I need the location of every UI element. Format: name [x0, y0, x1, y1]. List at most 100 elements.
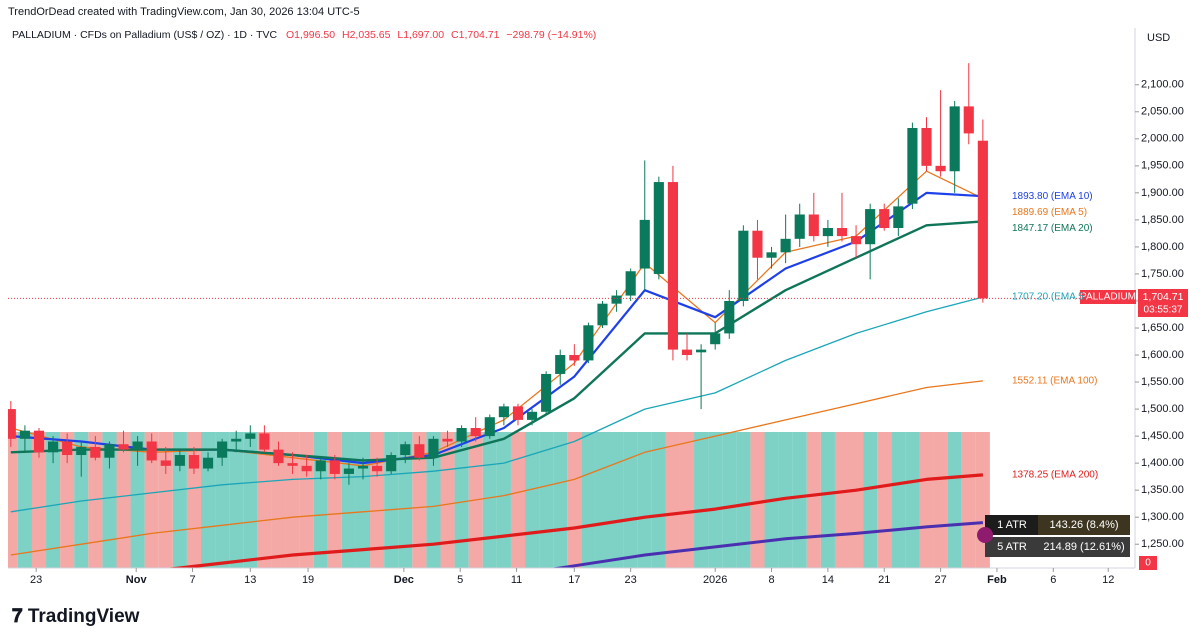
stripe [553, 432, 568, 568]
atr-name: 5 ATR [997, 541, 1027, 553]
stripe [257, 432, 272, 568]
candle-body [202, 457, 214, 469]
stripe [496, 432, 511, 568]
stripe [750, 432, 765, 568]
x-tick-label: 7 [189, 574, 195, 586]
x-tick-label: Dec [394, 574, 414, 586]
tag-price: 1,704.71 [1143, 291, 1184, 303]
candle-body [583, 325, 594, 361]
x-tick-label: 11 [511, 574, 522, 586]
candle-body [738, 230, 749, 301]
corner-bg [1139, 556, 1157, 570]
candle-body [372, 465, 383, 472]
ma-label: 1889.69 (EMA 5) [1012, 207, 1087, 218]
stripe [609, 432, 624, 568]
icon [977, 527, 993, 543]
ohlc-change: −298.79 (−14.91%) [506, 29, 596, 41]
x-tick-label: 14 [822, 574, 834, 586]
y-tick-label: 1,750.00 [1141, 268, 1184, 280]
logo: 𝟕 [12, 606, 28, 627]
candle-body [963, 106, 974, 134]
x-tick-label: 17 [568, 574, 580, 586]
atr-value: 143.26 (8.4%) [1049, 519, 1118, 531]
stripe [919, 432, 934, 568]
candle-body [470, 428, 481, 437]
tag-bg [1080, 290, 1136, 304]
y-tick-label: 1,350.00 [1141, 484, 1184, 496]
currency: USD [1147, 32, 1170, 44]
candle-body [217, 441, 228, 458]
candle-body [343, 468, 354, 474]
candle-body [400, 444, 411, 456]
credit: TrendOrDead created with TradingView.com… [8, 6, 360, 18]
stripe [341, 432, 356, 568]
stripe [722, 432, 737, 568]
x-tick-label: 12 [1102, 574, 1114, 586]
ma-label: 1378.25 (EMA 200) [1012, 470, 1098, 481]
stripe [454, 432, 469, 568]
stripe [694, 432, 709, 568]
stripe [313, 432, 328, 568]
ohlc-low: L1,697.00 [397, 29, 444, 41]
stripe [806, 432, 821, 568]
candle-body [724, 300, 735, 334]
candle-body [893, 206, 904, 228]
x-tick-label: 8 [768, 574, 774, 586]
candle-body [526, 411, 538, 420]
x-tick-label: 5 [457, 574, 463, 586]
stripe [116, 432, 131, 568]
stripe [567, 432, 582, 568]
candle-body [484, 417, 495, 437]
y-tick-label: 1,500.00 [1141, 403, 1184, 415]
candle-body [287, 463, 298, 466]
stripe [665, 432, 680, 568]
ma-label: 1893.80 (EMA 10) [1012, 191, 1093, 202]
x-tick-label: 21 [878, 574, 890, 586]
candle-body [879, 209, 890, 228]
tag-bg [1138, 289, 1188, 317]
stripe [595, 432, 610, 568]
candle-body [822, 228, 833, 237]
stripe [581, 432, 596, 568]
stripe [510, 432, 526, 568]
ma-line [10, 220, 983, 462]
symbol: PALLADIUM · CFDs on Palladium (US$ / OZ)… [12, 29, 278, 41]
stripe [834, 432, 850, 568]
candle-body [273, 449, 284, 464]
candle-body [104, 444, 115, 458]
candle-body [33, 430, 45, 453]
candle-body [780, 238, 791, 253]
stripe [285, 432, 300, 568]
y-tick-label: 1,850.00 [1141, 214, 1184, 226]
stripe [863, 432, 878, 568]
stripe [31, 432, 47, 568]
stripe [426, 432, 441, 568]
x-tick-label: Feb [987, 574, 1007, 586]
legend: PALLADIUM · CFDs on Palladium (US$ / OZ)… [12, 29, 596, 41]
x-tick-label: 23 [625, 574, 637, 586]
candle-body [625, 271, 636, 296]
candle-body [301, 465, 312, 472]
y-tick-label: 1,900.00 [1141, 187, 1184, 199]
candle-body [808, 214, 819, 237]
atr-name: 1 ATR [997, 519, 1027, 531]
candle-body [752, 230, 763, 258]
stripe [891, 432, 906, 568]
y-tick-label: 1,650.00 [1141, 322, 1184, 334]
candle-body [48, 441, 59, 453]
stripe [905, 432, 920, 568]
stripe [440, 432, 455, 568]
ma-line [10, 296, 984, 513]
candle-body [188, 455, 200, 469]
ohlc-close: C1,704.71 [451, 29, 500, 41]
x-tick-label: 13 [244, 574, 256, 586]
price-tag: PALLADIUM 1,704.71 03:55:37 [1080, 289, 1188, 317]
brand: 𝟕 TradingView [12, 606, 140, 627]
candle-body [442, 438, 453, 442]
stripe [412, 432, 427, 568]
stripe [8, 432, 18, 568]
candle-body [386, 455, 397, 472]
candle-body [696, 349, 707, 353]
candle-body [76, 446, 87, 456]
candle-body [174, 455, 185, 466]
